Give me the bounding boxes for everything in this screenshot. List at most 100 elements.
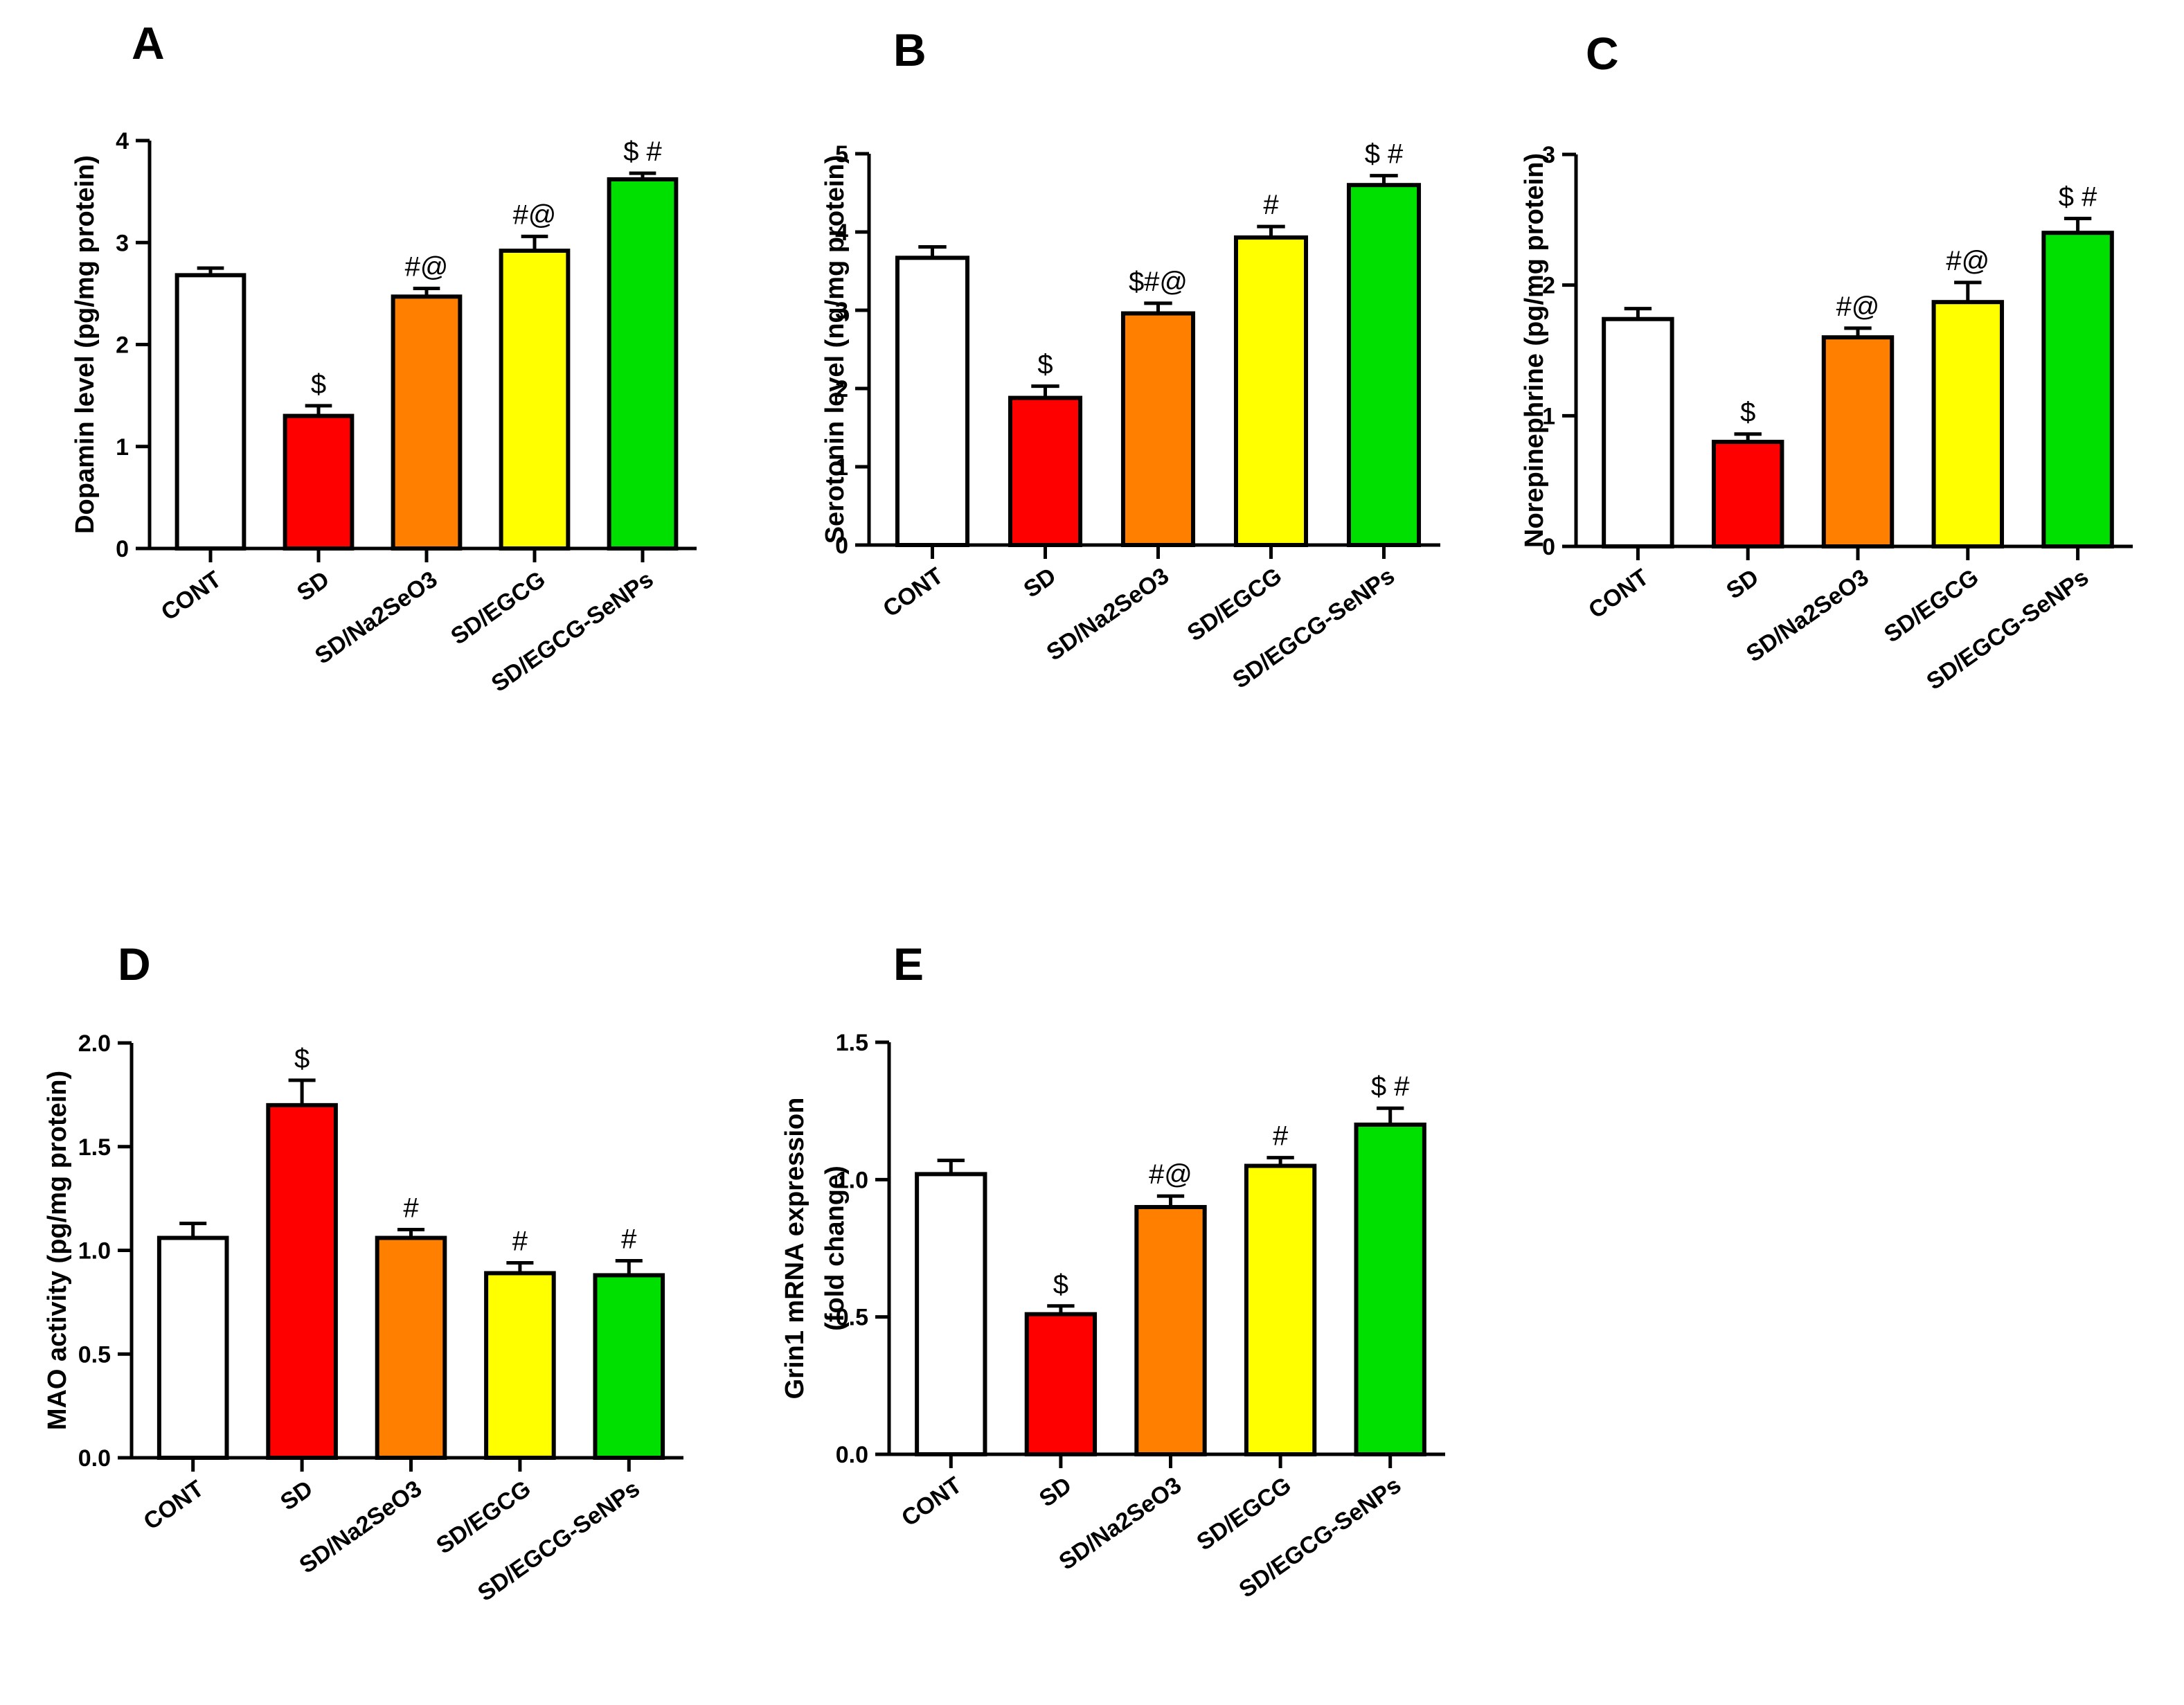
- x-tick-label: SD/EGCG: [1879, 564, 1983, 648]
- significance-label: #: [1263, 190, 1279, 220]
- y-tick-label: 2: [835, 376, 848, 402]
- y-tick-label: 0.5: [78, 1341, 111, 1368]
- x-tick-label: SD/EGCG: [1183, 562, 1287, 646]
- significance-label: $ #: [1371, 1071, 1410, 1102]
- significance-label: #@: [1149, 1159, 1192, 1190]
- bar-sd-egcg-senps: [607, 177, 679, 551]
- y-axis-label: Serotonin level (ng/mg protein): [821, 155, 850, 544]
- y-tick-label: 1: [116, 434, 129, 461]
- significance-label: $: [1037, 350, 1053, 380]
- significance-label: $ #: [2059, 181, 2097, 212]
- x-tick-label: SD/EGCG: [431, 1475, 535, 1559]
- bar-sd: [1711, 440, 1784, 548]
- x-tick-label: SD/Na2SeO3: [1742, 564, 1874, 667]
- x-tick-label: CONT: [139, 1475, 209, 1535]
- significance-label: $: [294, 1044, 310, 1074]
- bar-sd-egcg-senps: [2041, 231, 2114, 548]
- y-tick-label: 2: [1542, 273, 1555, 299]
- y-axis-label: Grin1 mRNA expression: [780, 1098, 809, 1400]
- y-tick-label: 1.0: [836, 1167, 868, 1193]
- y-tick-label: 0.0: [836, 1442, 868, 1468]
- y-tick-label: 4: [116, 128, 129, 154]
- bar-sd-egcg-senps: [1346, 183, 1422, 547]
- significance-label: $ #: [623, 136, 662, 167]
- y-tick-label: 1: [835, 454, 848, 481]
- x-tick-label: SD/EGCG: [1192, 1472, 1296, 1555]
- y-tick-label: 3: [1542, 142, 1555, 168]
- bar-sd-na2seo3: [1821, 335, 1895, 548]
- bar-cont: [915, 1172, 987, 1457]
- y-tick-label: 5: [835, 141, 848, 168]
- bar-sd-egcg: [1233, 235, 1309, 547]
- bar-sd-na2seo3: [391, 294, 463, 551]
- y-tick-label: 1: [1542, 403, 1555, 429]
- y-tick-label: 0: [835, 533, 848, 559]
- panel-a: A 0 1 2 3 4 Dopamin level (pg/mg protein) CONT S…: [71, 17, 697, 697]
- y-axis-label-line2: (fold change): [821, 1166, 850, 1331]
- y-tick-label: 0.5: [836, 1305, 868, 1331]
- x-tick-label: SD/Na2SeO3: [1055, 1472, 1187, 1575]
- significance-label: #@: [1946, 246, 1989, 276]
- bar-sd: [1024, 1312, 1098, 1456]
- x-tick-label: CONT: [156, 566, 226, 626]
- significance-label: $#@: [1129, 267, 1188, 297]
- x-tick-label: CONT: [897, 1472, 967, 1532]
- y-tick-label: 0: [116, 536, 129, 562]
- x-tick-label: SD: [1019, 562, 1061, 602]
- x-tick-label: CONT: [1584, 564, 1654, 624]
- bar-sd-egcg: [499, 249, 571, 551]
- bar-cont: [174, 273, 247, 551]
- significance-label: #: [512, 1226, 528, 1256]
- x-tick-label: SD: [1035, 1472, 1076, 1512]
- x-tick-label: SD/Na2SeO3: [295, 1475, 427, 1578]
- significance-label: #: [403, 1193, 419, 1224]
- significance-label: $ #: [1365, 139, 1404, 170]
- panel-letter: B: [893, 24, 927, 75]
- bar-sd-na2seo3: [1120, 311, 1196, 547]
- y-tick-label: 1.5: [78, 1134, 111, 1161]
- bar-sd: [1008, 395, 1083, 547]
- significance-label: #: [1273, 1121, 1289, 1152]
- panel-letter: E: [893, 938, 924, 990]
- significance-label: #: [621, 1224, 637, 1254]
- bar-sd-na2seo3: [1134, 1205, 1207, 1456]
- panel-e: E 0.0 0.5 1.0 1.5 Grin1 mRNA expression (fold …: [780, 938, 1445, 1603]
- y-axis-label: MAO activity (pg/mg protein): [43, 1071, 72, 1430]
- x-tick-label: SD: [292, 566, 334, 606]
- y-axis-label: Dopamin level (pg/mg protein): [71, 155, 100, 534]
- significance-label: $: [1053, 1269, 1068, 1300]
- bar-cont: [1602, 316, 1674, 548]
- y-tick-label: 0.0: [78, 1445, 111, 1472]
- bar-sd-egcg: [484, 1271, 556, 1460]
- y-tick-label: 1.0: [78, 1238, 111, 1265]
- x-tick-label: SD: [1721, 564, 1763, 604]
- bar-sd-egcg-senps: [593, 1273, 665, 1460]
- y-tick-label: 2: [116, 332, 129, 359]
- significance-label: $: [1740, 398, 1755, 428]
- x-tick-label: CONT: [878, 562, 948, 623]
- bar-cont: [156, 1235, 229, 1461]
- panel-letter: C: [1586, 28, 1619, 79]
- bar-sd-na2seo3: [375, 1235, 447, 1461]
- x-tick-label: SD/EGCG: [446, 566, 550, 650]
- y-tick-label: 4: [835, 220, 848, 246]
- y-axis-label: Norepinephrine (pg/mg protein): [1520, 153, 1549, 548]
- bar-sd: [266, 1103, 338, 1460]
- x-tick-label: SD/Na2SeO3: [310, 566, 442, 669]
- significance-label: #@: [405, 252, 449, 283]
- x-tick-label: SD: [276, 1475, 317, 1515]
- y-tick-label: 2.0: [78, 1030, 111, 1057]
- significance-label: #@: [513, 199, 557, 230]
- bar-sd: [283, 413, 355, 551]
- y-tick-label: 3: [835, 298, 848, 324]
- bar-sd-egcg: [1244, 1163, 1317, 1456]
- bar-cont: [895, 256, 970, 547]
- panel-letter: D: [118, 938, 151, 990]
- x-tick-label: SD/Na2SeO3: [1042, 562, 1174, 666]
- y-tick-label: 0: [1542, 534, 1555, 560]
- y-tick-label: 3: [116, 230, 129, 256]
